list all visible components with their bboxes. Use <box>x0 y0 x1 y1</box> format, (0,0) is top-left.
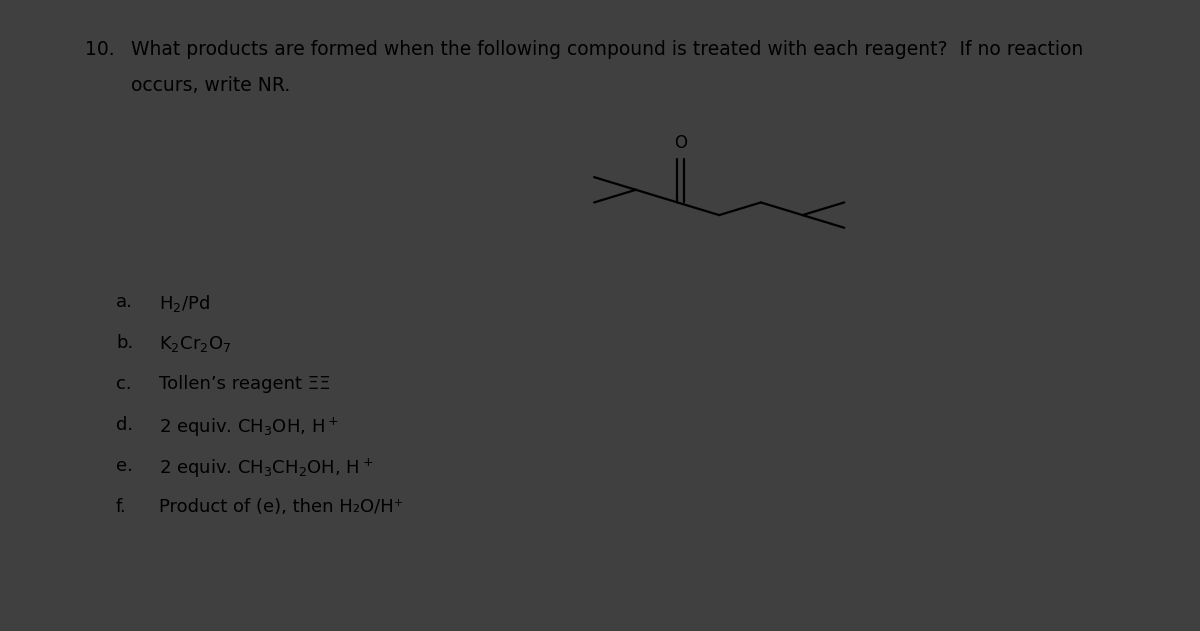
Text: Product of (e), then H₂O/H⁺: Product of (e), then H₂O/H⁺ <box>160 498 403 516</box>
Text: occurs, write NR.: occurs, write NR. <box>131 76 290 95</box>
Text: O: O <box>674 134 688 152</box>
Text: K$_2$Cr$_2$O$_7$: K$_2$Cr$_2$O$_7$ <box>160 334 232 354</box>
Text: Tollen’s reagent ΞΞ: Tollen’s reagent ΞΞ <box>160 375 331 392</box>
Text: f.: f. <box>116 498 127 516</box>
Text: b.: b. <box>116 334 133 352</box>
Text: e.: e. <box>116 457 133 475</box>
Text: What products are formed when the following compound is treated with each reagen: What products are formed when the follow… <box>131 40 1084 59</box>
Text: 2 equiv. CH$_3$CH$_2$OH, H$^+$: 2 equiv. CH$_3$CH$_2$OH, H$^+$ <box>160 457 374 480</box>
Text: c.: c. <box>116 375 132 392</box>
Text: 10.: 10. <box>85 40 115 59</box>
Text: a.: a. <box>116 293 133 311</box>
Text: 2 equiv. CH$_3$OH, H$^+$: 2 equiv. CH$_3$OH, H$^+$ <box>160 416 340 439</box>
Text: d.: d. <box>116 416 133 433</box>
Text: H$_2$/Pd: H$_2$/Pd <box>160 293 210 314</box>
